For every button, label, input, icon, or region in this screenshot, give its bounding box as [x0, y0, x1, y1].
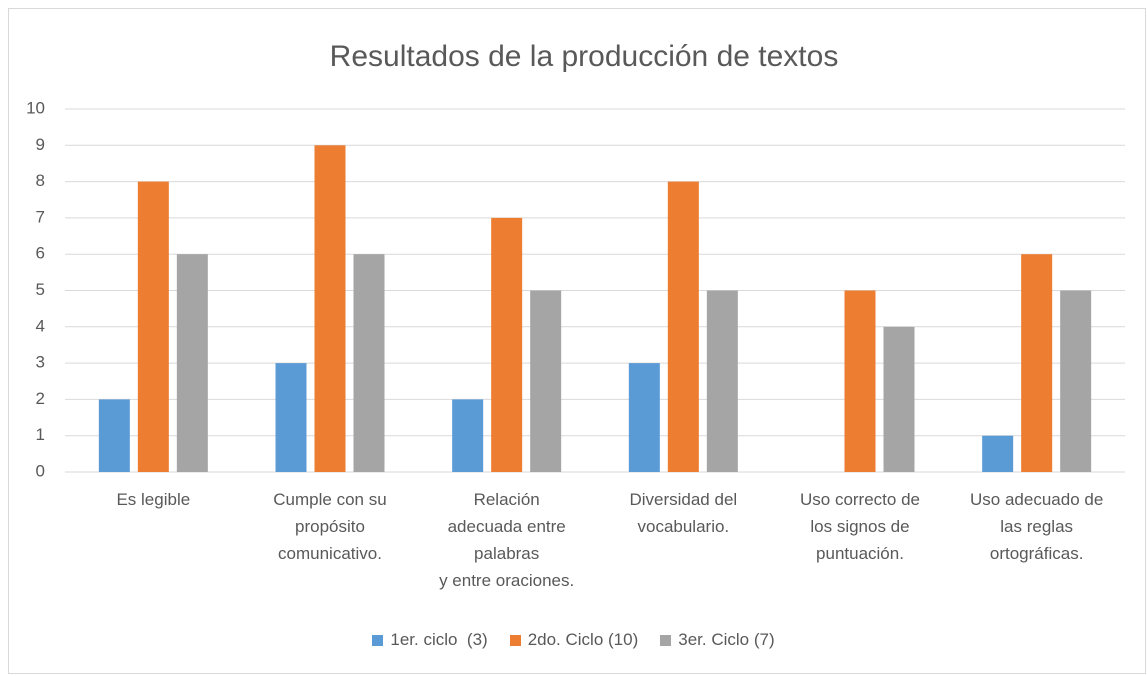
- legend-swatch: [372, 634, 384, 646]
- bar: [530, 290, 562, 472]
- legend-item: 1er. ciclo (3): [372, 630, 488, 650]
- bar: [98, 399, 130, 472]
- legend-label: 2do. Ciclo (10): [527, 630, 639, 649]
- bar: [628, 363, 660, 472]
- y-tick-label: 10: [26, 98, 45, 117]
- bar: [1021, 254, 1053, 472]
- bar: [706, 290, 738, 472]
- bar: [137, 181, 169, 472]
- x-tick-label: Uso adecuado de las reglas ortográficas.: [970, 490, 1104, 563]
- legend-swatch: [660, 634, 672, 646]
- bar: [353, 254, 385, 472]
- legend-label: 1er. ciclo (3): [390, 630, 488, 649]
- y-tick-label: 4: [36, 316, 45, 335]
- bar: [982, 435, 1014, 472]
- bar: [452, 399, 484, 472]
- chart-title: Resultados de la producción de textos: [330, 40, 839, 73]
- chart-border: [8, 8, 1146, 674]
- x-tick-label: Uso correcto de los signos de puntuación…: [799, 490, 920, 563]
- x-tick-label: Cumple con su propósito comunicativo.: [273, 490, 387, 563]
- bar: [314, 145, 346, 473]
- y-tick-label: 7: [36, 207, 45, 226]
- y-tick-label: 0: [36, 461, 45, 480]
- y-tick-label: 2: [36, 389, 45, 408]
- y-tick-label: 8: [36, 171, 45, 190]
- legend-label: 3er. Ciclo (7): [678, 630, 775, 649]
- bar: [667, 181, 699, 472]
- y-tick-label: 6: [36, 244, 45, 263]
- bar: [176, 254, 208, 472]
- bar: [844, 290, 876, 472]
- bar: [1060, 290, 1092, 472]
- legend: 1er. ciclo (3) 2do. Ciclo (10) 3er. Ciclo …: [0, 630, 1147, 650]
- legend-item: 2do. Ciclo (10): [509, 630, 639, 650]
- x-tick-label: Es legible: [116, 490, 191, 509]
- x-tick-label: Relación adecuada entre palabras y entre…: [439, 490, 575, 590]
- y-tick-label: 3: [36, 353, 45, 372]
- y-tick-label: 9: [36, 135, 45, 154]
- x-tick-label: Diversidad del vocabulario.: [629, 490, 738, 536]
- legend-item: 3er. Ciclo (7): [660, 630, 775, 650]
- bar: [275, 363, 307, 472]
- legend-swatch: [509, 634, 521, 646]
- bar: [883, 326, 915, 472]
- y-tick-label: 5: [36, 280, 45, 299]
- y-tick-label: 1: [36, 425, 45, 444]
- bar: [491, 217, 523, 472]
